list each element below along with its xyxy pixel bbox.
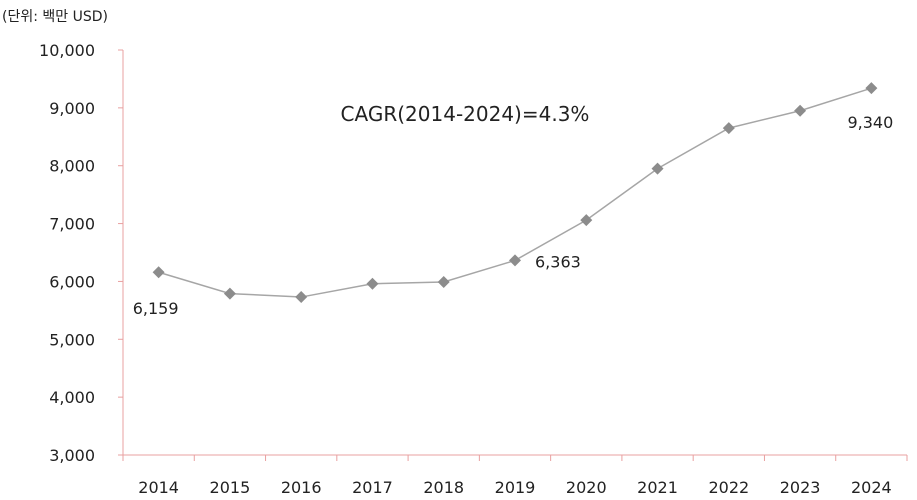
axes <box>122 50 907 456</box>
data-point-marker <box>152 266 165 279</box>
data-point-marker <box>223 287 236 300</box>
unit-label: (단위: 백만 USD) <box>2 9 108 25</box>
x-tick-label: 2019 <box>495 478 536 497</box>
x-tick-label: 2017 <box>352 478 393 497</box>
y-tick-label: 9,000 <box>49 99 95 118</box>
x-tick-label: 2023 <box>780 478 821 497</box>
x-tick-label: 2018 <box>423 478 464 497</box>
y-axis-ticks: 3,000 4,000 5,000 6,000 7,000 8,000 9,000 10,00… <box>39 41 123 465</box>
series-markers <box>152 82 878 304</box>
x-tick-label: 2020 <box>566 478 607 497</box>
x-tick-label: 2016 <box>281 478 322 497</box>
x-tick-label: 2014 <box>138 478 179 497</box>
data-point-marker <box>722 122 735 135</box>
y-tick-label: 8,000 <box>49 157 95 176</box>
data-point-marker <box>295 291 308 304</box>
x-tick-label: 2015 <box>210 478 251 497</box>
y-tick-label: 4,000 <box>49 388 95 407</box>
x-axis-ticks: 2014 2015 2016 2017 2018 2019 2020 2021 2022 2023… <box>122 455 908 497</box>
x-tick-label: 2021 <box>637 478 678 497</box>
y-tick-label: 7,000 <box>49 215 95 234</box>
y-tick-label: 5,000 <box>49 330 95 349</box>
data-label: 6,363 <box>535 252 581 271</box>
y-tick-label: 10,000 <box>39 41 95 60</box>
data-label: 6,159 <box>133 299 179 318</box>
cagr-annotation: CAGR(2014-2024)=4.3% <box>341 102 590 126</box>
data-point-marker <box>580 214 593 227</box>
data-point-marker <box>865 82 878 95</box>
data-label: 9,340 <box>847 113 893 132</box>
data-point-marker <box>651 162 664 175</box>
data-point-marker <box>366 277 379 290</box>
y-tick-label: 3,000 <box>49 446 95 465</box>
data-point-marker <box>437 276 450 289</box>
x-tick-label: 2024 <box>851 478 892 497</box>
data-point-marker <box>794 104 807 117</box>
x-tick-label: 2022 <box>708 478 749 497</box>
data-point-marker <box>509 254 521 267</box>
data-labels: 6,159 6,363 9,340 <box>133 113 894 318</box>
y-tick-label: 6,000 <box>49 272 95 291</box>
